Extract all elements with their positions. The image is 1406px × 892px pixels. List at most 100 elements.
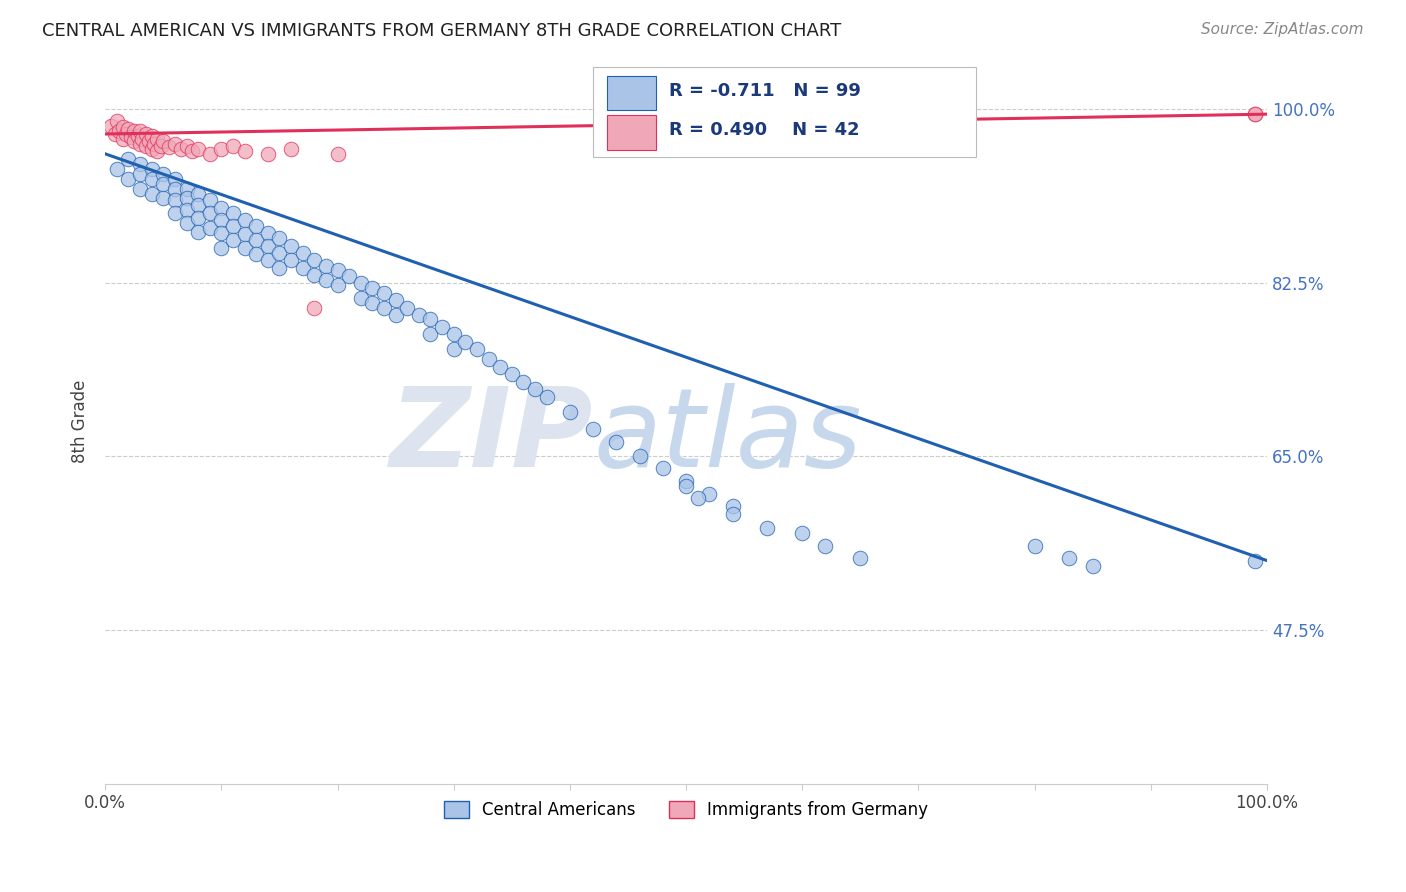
Point: [163, 194, 186, 208]
Point: [181, 144, 204, 158]
Point: [536, 390, 558, 404]
Point: [100, 119, 122, 133]
Point: [350, 291, 373, 305]
Point: [849, 550, 872, 565]
Point: [117, 171, 139, 186]
Point: [792, 525, 814, 540]
Point: [108, 124, 131, 138]
Point: [1081, 558, 1104, 573]
Point: [141, 186, 163, 201]
Point: [304, 268, 326, 282]
Point: [187, 198, 209, 212]
Point: [176, 216, 198, 230]
Point: [269, 231, 291, 245]
Point: [443, 343, 465, 357]
Point: [141, 171, 163, 186]
Point: [122, 134, 145, 148]
Point: [1244, 553, 1267, 567]
Point: [176, 203, 198, 218]
Text: R = 0.490    N = 42: R = 0.490 N = 42: [669, 120, 859, 139]
Point: [605, 434, 627, 449]
Text: ZIP: ZIP: [389, 383, 593, 490]
Point: [152, 177, 174, 191]
Point: [315, 273, 337, 287]
Point: [129, 136, 152, 151]
Point: [291, 246, 314, 260]
Point: [814, 539, 837, 553]
Point: [176, 192, 198, 206]
Point: [756, 521, 779, 535]
Point: [280, 142, 302, 156]
Point: [117, 152, 139, 166]
Point: [105, 114, 128, 128]
Point: [524, 382, 547, 396]
Point: [141, 128, 163, 143]
Point: [176, 181, 198, 195]
Point: [419, 312, 441, 326]
Point: [135, 127, 157, 141]
Point: [1024, 539, 1046, 553]
Point: [337, 268, 360, 283]
Point: [408, 308, 430, 322]
Text: CENTRAL AMERICAN VS IMMIGRANTS FROM GERMANY 8TH GRADE CORRELATION CHART: CENTRAL AMERICAN VS IMMIGRANTS FROM GERM…: [42, 22, 841, 40]
Point: [269, 260, 291, 275]
FancyBboxPatch shape: [607, 115, 655, 150]
Point: [361, 281, 384, 295]
Point: [373, 285, 395, 300]
Point: [291, 260, 314, 275]
Point: [582, 422, 605, 436]
Point: [233, 241, 256, 255]
Point: [558, 405, 581, 419]
Point: [115, 127, 138, 141]
Point: [477, 352, 499, 367]
Point: [222, 139, 245, 153]
Point: [176, 139, 198, 153]
Point: [384, 308, 406, 322]
Point: [127, 128, 149, 143]
FancyBboxPatch shape: [607, 76, 655, 111]
Point: [120, 130, 142, 145]
Point: [122, 124, 145, 138]
Point: [326, 263, 349, 277]
Point: [163, 206, 186, 220]
Point: [187, 186, 209, 201]
Point: [209, 241, 232, 255]
Point: [443, 327, 465, 342]
Point: [675, 474, 697, 488]
Point: [454, 335, 477, 350]
Point: [146, 132, 169, 146]
Point: [187, 211, 209, 226]
Point: [129, 167, 152, 181]
Point: [163, 181, 186, 195]
Point: [269, 246, 291, 260]
Point: [187, 142, 209, 156]
Point: [149, 139, 172, 153]
Point: [489, 360, 512, 375]
Point: [512, 375, 534, 389]
Point: [209, 142, 232, 156]
Point: [326, 146, 349, 161]
Point: [117, 122, 139, 136]
Point: [697, 487, 720, 501]
Point: [111, 132, 134, 146]
Point: [373, 301, 395, 315]
Point: [233, 227, 256, 242]
Point: [628, 450, 651, 464]
Point: [257, 146, 280, 161]
Point: [1244, 107, 1267, 121]
Point: [651, 461, 673, 475]
Point: [1244, 107, 1267, 121]
Point: [326, 277, 349, 292]
Point: [131, 132, 153, 146]
Point: [163, 171, 186, 186]
Point: [257, 226, 280, 240]
Point: [419, 327, 441, 342]
Point: [315, 259, 337, 273]
Point: [233, 144, 256, 158]
Point: [143, 136, 166, 151]
Point: [135, 139, 157, 153]
Point: [350, 276, 373, 290]
Point: [198, 146, 221, 161]
Point: [849, 112, 872, 127]
Point: [105, 161, 128, 176]
